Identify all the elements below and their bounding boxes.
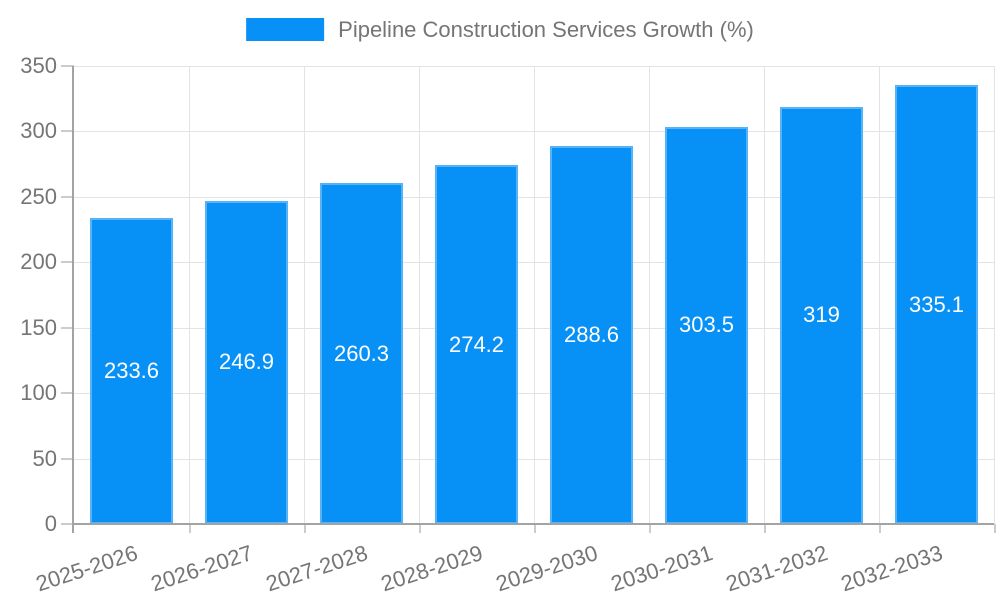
bar-value-label: 246.9 [218, 349, 275, 375]
x-axis-tick-label: 2031-2032 [723, 540, 831, 597]
x-axis-tick [764, 524, 766, 533]
y-axis-tick [61, 457, 74, 460]
bar-value-label: 303.5 [678, 312, 735, 338]
x-axis-tick [189, 524, 191, 533]
y-axis-tick [61, 261, 74, 264]
y-axis-tick-label: 0 [44, 511, 57, 536]
x-axis-tick [649, 524, 651, 533]
bar[interactable]: 260.3 [320, 183, 403, 524]
bar-value-label: 274.2 [448, 331, 505, 357]
bar-value-label: 319 [803, 302, 840, 328]
x-axis-line [74, 523, 994, 525]
x-axis-tick-label: 2027-2028 [263, 540, 371, 597]
x-gridline [649, 66, 650, 524]
y-axis-tick-label: 350 [20, 53, 57, 78]
y-axis-tick [61, 195, 74, 198]
bar-value-label: 260.3 [333, 340, 390, 366]
y-axis-tick [61, 392, 74, 395]
bar[interactable]: 233.6 [90, 218, 173, 524]
x-axis-tick [879, 524, 881, 533]
x-axis-tick-label: 2030-2031 [608, 540, 716, 597]
y-axis-tick-label: 100 [20, 380, 57, 406]
y-axis-tick [61, 523, 74, 525]
bar[interactable]: 335.1 [895, 85, 978, 524]
bar-value-label: 233.6 [103, 358, 160, 384]
y-axis-tick-label: 150 [20, 314, 57, 340]
legend-swatch-icon [246, 18, 325, 42]
x-gridline [189, 66, 190, 524]
x-axis-tick [419, 524, 421, 533]
y-axis-tick [61, 65, 74, 67]
y-axis-tick-label: 200 [20, 249, 57, 275]
y-axis-tick-label: 300 [20, 118, 57, 144]
x-axis-tick [534, 524, 536, 533]
x-axis-tick-label: 2026-2027 [148, 540, 256, 597]
bar[interactable]: 246.9 [205, 200, 288, 524]
bar[interactable]: 274.2 [435, 165, 518, 524]
x-axis-tick [304, 524, 306, 533]
bar-value-label: 288.6 [563, 322, 620, 348]
x-gridline [304, 66, 305, 524]
x-axis-tick-label: 2029-2030 [493, 540, 601, 597]
y-axis-tick [61, 130, 74, 133]
x-axis-tick [994, 524, 996, 533]
bar[interactable]: 319 [780, 106, 863, 524]
y-axis-tick [61, 326, 74, 329]
x-axis-tick-label: 2025-2026 [33, 540, 141, 597]
x-gridline [994, 66, 995, 524]
x-axis-tick-label: 2032-2033 [838, 540, 946, 597]
x-gridline [764, 66, 765, 524]
x-gridline [419, 66, 420, 524]
x-gridline [879, 66, 880, 524]
bar-value-label: 335.1 [908, 291, 965, 317]
chart-legend[interactable]: Pipeline Construction Services Growth (%… [246, 17, 754, 42]
bar[interactable]: 303.5 [665, 126, 748, 524]
y-axis-tick-label: 250 [20, 183, 57, 209]
bar[interactable]: 288.6 [550, 146, 633, 524]
x-axis-tick-label: 2028-2029 [378, 540, 486, 597]
y-axis-line [72, 66, 74, 533]
x-gridline [534, 66, 535, 524]
y-axis-tick-label: 50 [32, 445, 57, 471]
legend-label: Pipeline Construction Services Growth (%… [338, 17, 754, 42]
